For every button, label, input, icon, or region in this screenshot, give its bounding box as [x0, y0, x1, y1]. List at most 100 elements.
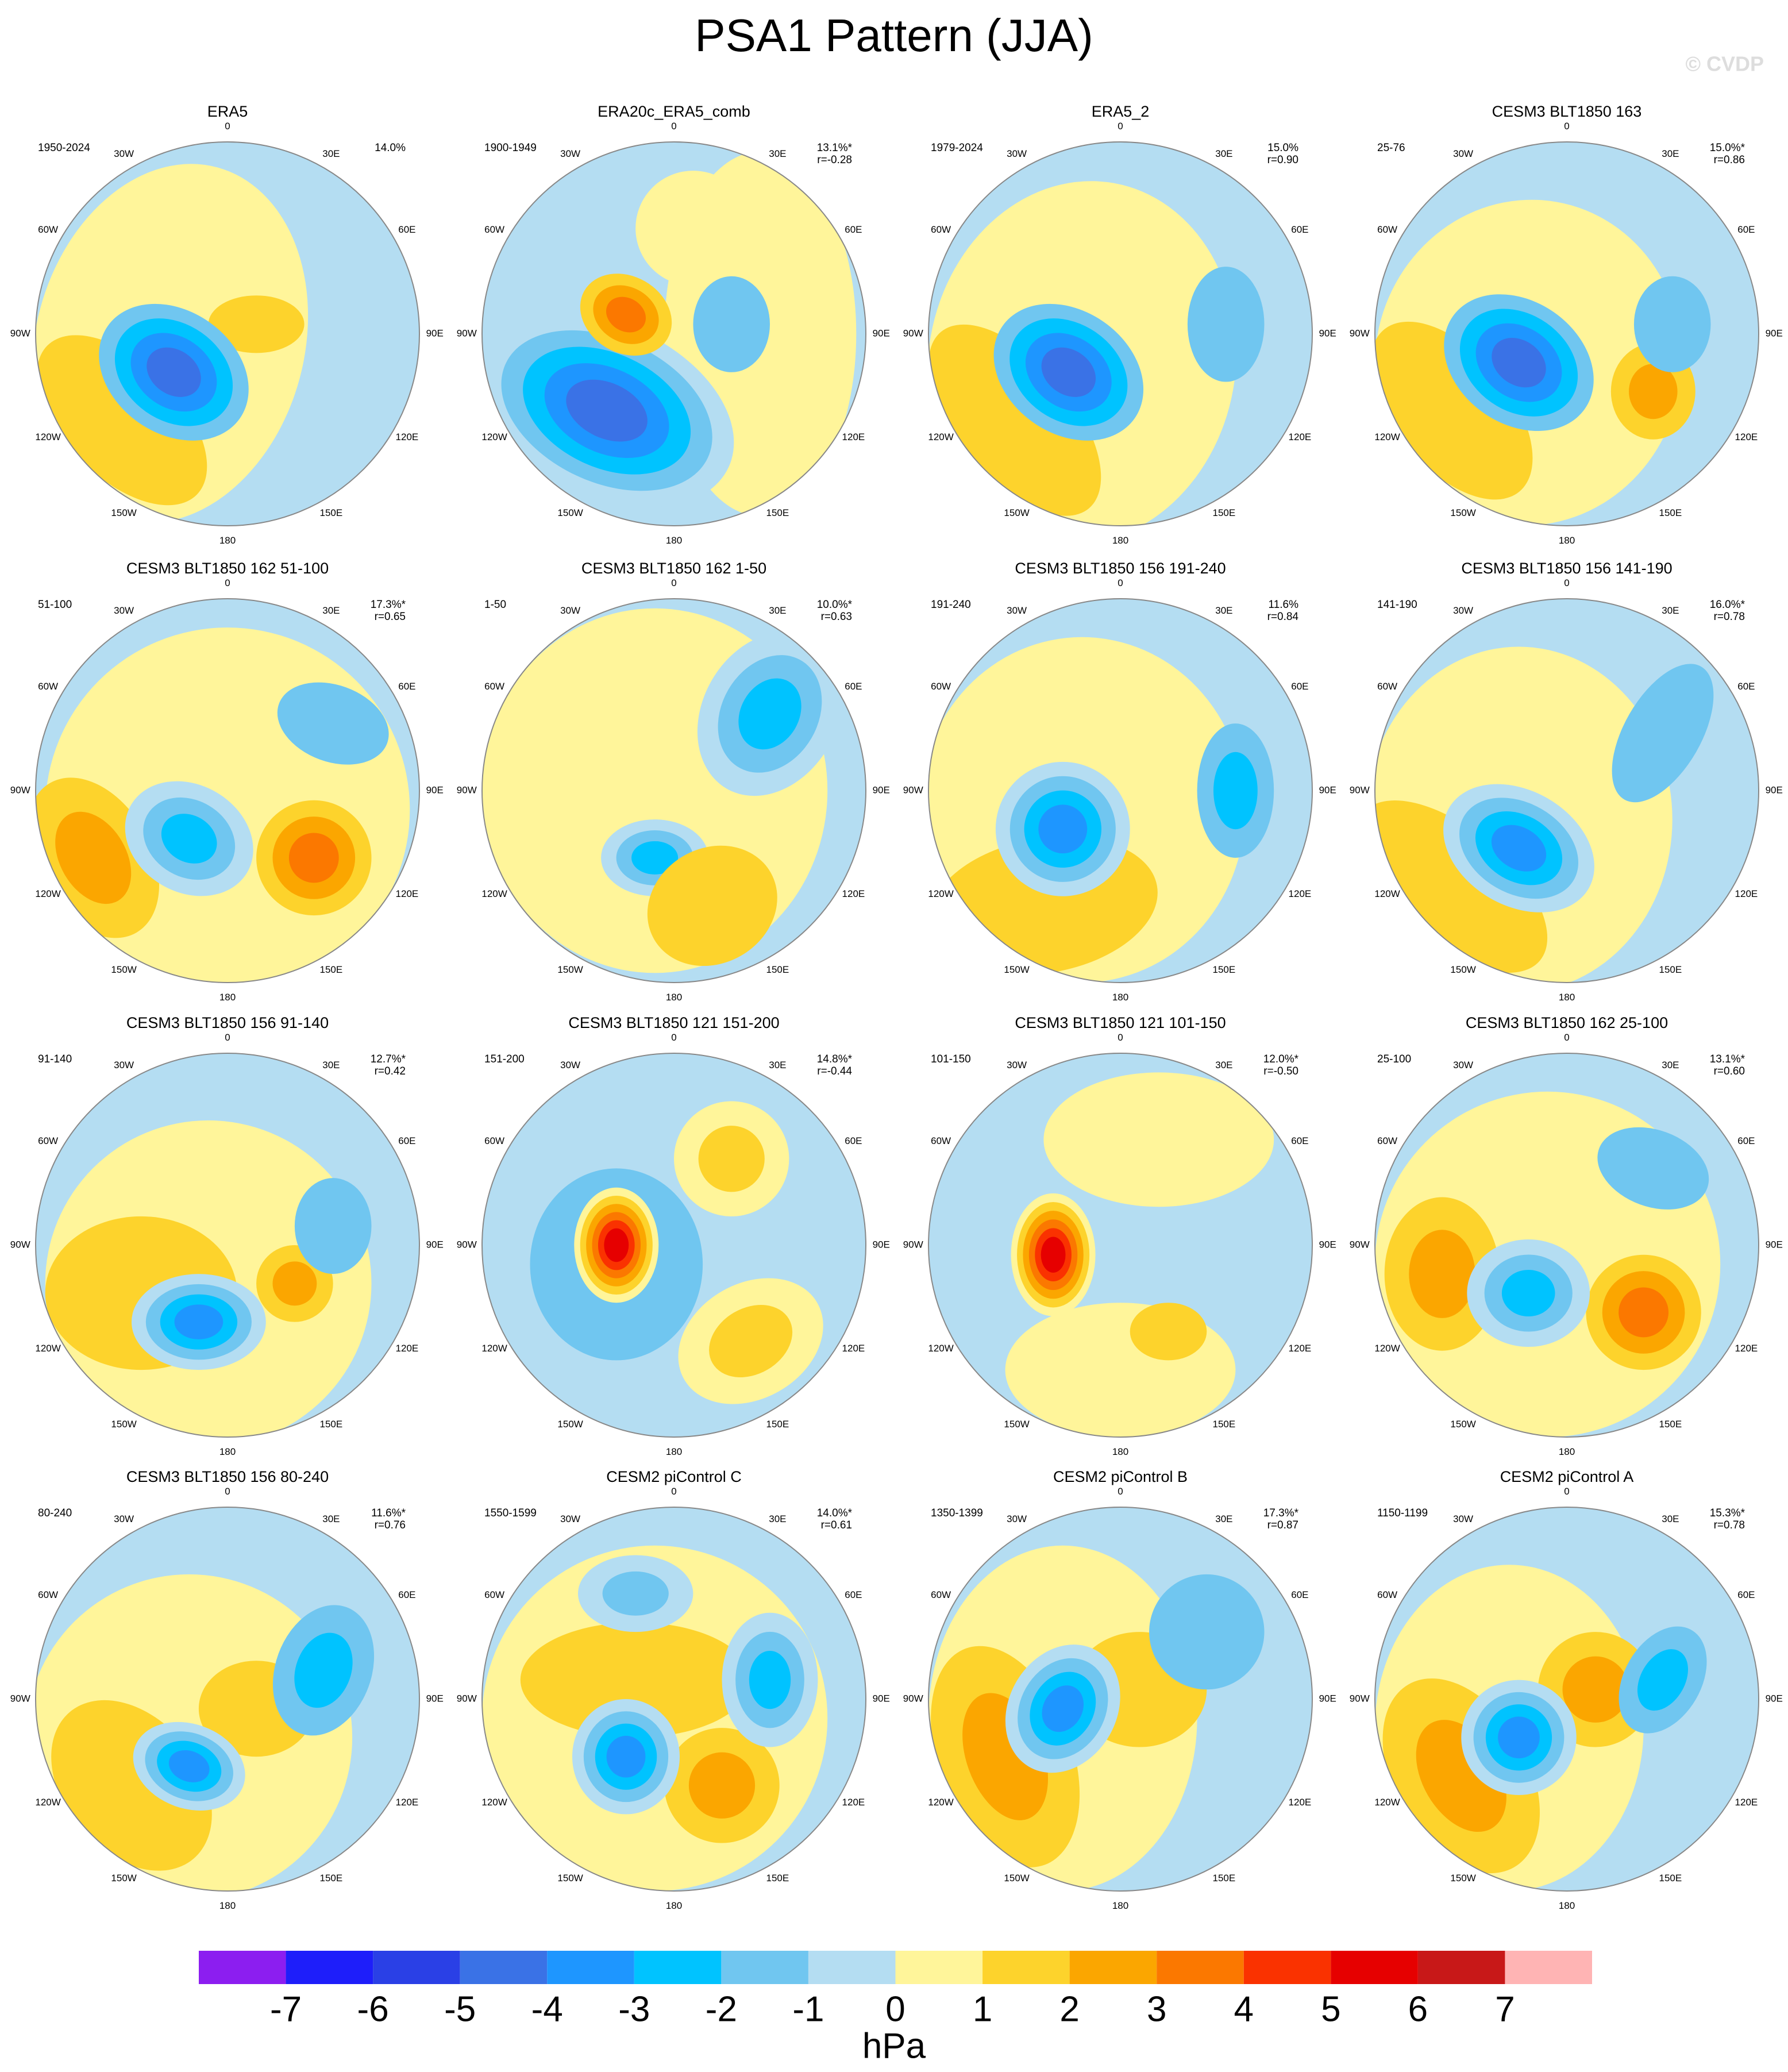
- panel-r: r=0.61: [821, 1519, 852, 1531]
- longitude-label: 30W: [1453, 1060, 1473, 1070]
- map-panel: ERA20c_ERA5_comb 1900-1949 13.1%*r=-0.28 0 3…: [457, 103, 890, 546]
- panel-title: CESM3 BLT1850 162 1-50: [581, 560, 766, 577]
- panel-r: r=0.78: [1714, 611, 1745, 623]
- longitude-label: 0: [1118, 577, 1123, 588]
- longitude-label: 30W: [1007, 1060, 1027, 1070]
- watermark: © CVDP: [1685, 52, 1764, 76]
- contour-fill: [928, 324, 1101, 516]
- longitude-label: 0: [1118, 1486, 1123, 1497]
- longitude-label: 180: [666, 1446, 682, 1457]
- map-panel: CESM3 BLT1850 162 51-100 51-100 17.3%*r=0.…: [10, 560, 444, 1003]
- longitude-label: 0: [1564, 121, 1569, 132]
- longitude-label: 180: [666, 535, 682, 546]
- longitude-label: 180: [219, 992, 236, 1003]
- panel-title: CESM3 BLT1850 121 151-200: [568, 1014, 779, 1031]
- colorbar-box: [547, 1951, 634, 1984]
- map-panel: ERA5 1950-2024 14.0% 0 30E 60E 90E 120E 150E 180 1…: [10, 103, 444, 546]
- longitude-label: 90W: [1350, 784, 1370, 795]
- longitude-label: 60W: [38, 1589, 58, 1600]
- contour-fill: [272, 1261, 317, 1306]
- longitude-label: 180: [219, 535, 236, 546]
- contour-fill: [1375, 321, 1533, 500]
- colorbar-tick-label: -6: [357, 1989, 389, 2029]
- map-border: [35, 141, 420, 526]
- longitude-label: 30E: [1215, 1060, 1232, 1070]
- contour-fill: [208, 295, 305, 353]
- longitude-label: 180: [1112, 1900, 1128, 1911]
- longitude-label: 30W: [114, 605, 134, 616]
- longitude-label: 90W: [903, 1693, 923, 1704]
- longitude-label: 150W: [1004, 507, 1029, 518]
- contour-fill: [709, 1305, 793, 1377]
- panel-title: CESM3 BLT1850 156 91-140: [126, 1014, 329, 1031]
- colorbar-tick-label: -4: [531, 1989, 563, 2029]
- longitude-label: 150W: [1450, 1419, 1475, 1430]
- longitude-label: 150E: [766, 1873, 789, 1884]
- colorbar-tick-label: 6: [1408, 1989, 1428, 2029]
- colorbar-box: [1505, 1951, 1592, 1984]
- longitude-label: 120E: [1735, 432, 1758, 442]
- longitude-label: 30E: [769, 605, 786, 616]
- colorbar-box: [1331, 1951, 1418, 1984]
- longitude-label: 150W: [557, 1419, 583, 1430]
- longitude-label: 150E: [766, 507, 789, 518]
- contour-fill: [1038, 804, 1088, 854]
- colorbar-box: [895, 1951, 983, 1984]
- longitude-label: 120W: [1374, 1797, 1400, 1808]
- longitude-label: 120W: [481, 1343, 507, 1354]
- colorbar-box: [199, 1951, 286, 1984]
- map-panel: CESM3 BLT1850 156 141-190 141-190 16.0%*r=…: [1350, 560, 1783, 1003]
- longitude-label: 120E: [842, 888, 865, 899]
- panel-pct: 11.6%*: [371, 1507, 406, 1519]
- longitude-label: 90E: [873, 784, 890, 795]
- longitude-label: 120W: [35, 888, 60, 899]
- longitude-label: 60W: [1377, 224, 1397, 235]
- panel-r: r=-0.50: [1263, 1065, 1298, 1077]
- contour-fill: [1619, 1287, 1669, 1338]
- longitude-label: 120E: [396, 888, 419, 899]
- longitude-label: 90W: [10, 784, 30, 795]
- longitude-label: 30W: [114, 148, 134, 159]
- longitude-label: 150E: [1659, 1873, 1682, 1884]
- colorbar-tick-label: 1: [973, 1989, 992, 2029]
- longitude-label: 90E: [1766, 1693, 1783, 1704]
- longitude-label: 120W: [928, 1797, 953, 1808]
- contour-fill: [1409, 1230, 1475, 1318]
- longitude-label: 30W: [1453, 1513, 1473, 1524]
- panel-years: 1979-2024: [931, 142, 983, 154]
- map-panel: CESM2 piControl A 1150-1199 15.3%*r=0.78 0 3…: [1350, 1468, 1783, 1911]
- contour-fill: [1633, 276, 1711, 372]
- panel-r: r=0.63: [821, 611, 852, 623]
- field: [928, 142, 1312, 526]
- panel-pct: 12.0%*: [1263, 1053, 1299, 1065]
- panel-pct: 15.0%: [1267, 142, 1298, 154]
- longitude-label: 60W: [38, 1135, 58, 1146]
- field: [928, 1053, 1312, 1437]
- panel-pct: 17.3%*: [371, 599, 406, 611]
- longitude-label: 30E: [322, 1060, 340, 1070]
- longitude-label: 180: [666, 1900, 682, 1911]
- field: [36, 1053, 419, 1437]
- longitude-label: 90W: [457, 1693, 477, 1704]
- panel-years: 1350-1399: [931, 1507, 983, 1519]
- longitude-label: 90E: [1319, 328, 1336, 338]
- panel-pct: 15.0%*: [1710, 142, 1745, 154]
- panel-r: r=0.90: [1267, 154, 1298, 166]
- colorbar-box: [721, 1951, 808, 1984]
- longitude-label: 180: [219, 1446, 236, 1457]
- panel-title: CESM3 BLT1850 163: [1492, 103, 1642, 120]
- longitude-label: 60W: [931, 1589, 951, 1600]
- longitude-label: 30W: [560, 1060, 580, 1070]
- contour-fill: [738, 678, 801, 750]
- longitude-label: 180: [1112, 1446, 1128, 1457]
- panel-years: 1150-1199: [1377, 1507, 1428, 1519]
- longitude-label: 120E: [1735, 888, 1758, 899]
- longitude-label: 90W: [1350, 1239, 1370, 1250]
- longitude-label: 60W: [38, 224, 58, 235]
- contour-fill: [1041, 1237, 1066, 1273]
- contour-fill: [1562, 1656, 1629, 1723]
- panel-r: r=0.42: [375, 1065, 406, 1077]
- panel-title: ERA5: [207, 103, 248, 120]
- longitude-label: 30W: [560, 605, 580, 616]
